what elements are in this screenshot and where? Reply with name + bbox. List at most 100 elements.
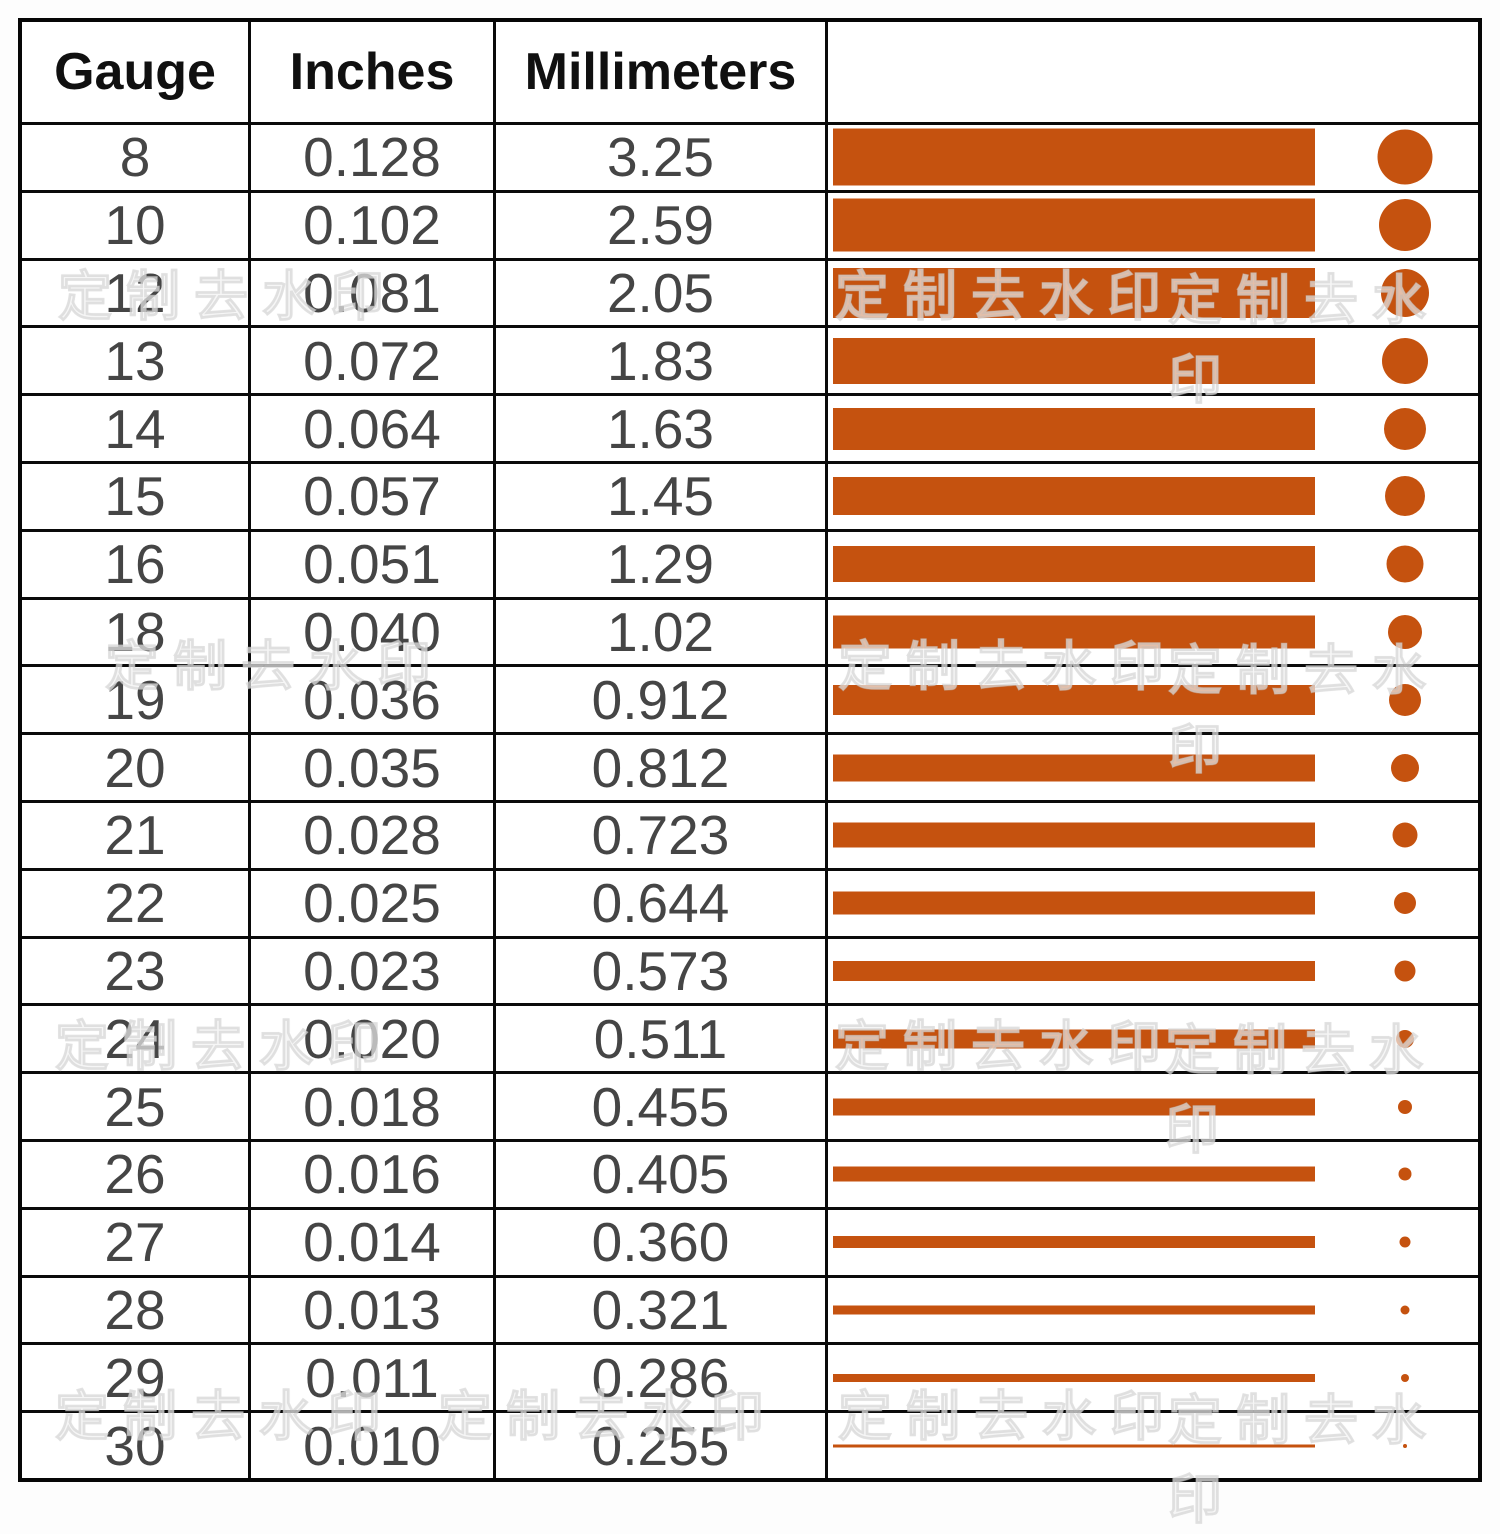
size-visual-cell	[828, 125, 1478, 190]
mm-cell: 1.83	[496, 328, 828, 394]
page: Gauge Inches Millimeters 8 0.128 3.25 10…	[18, 18, 1482, 1531]
inches-cell: 0.064	[251, 396, 496, 461]
inches-cell: 0.020	[251, 1006, 496, 1072]
inches-cell: 0.025	[251, 870, 496, 936]
mm-cell: 0.321	[496, 1277, 828, 1343]
table-body: 8 0.128 3.25 10 0.102 2.59 12 0.081 2.05	[22, 125, 1478, 1478]
inches-cell: 0.072	[251, 328, 496, 394]
table-row: 19 0.036 0.912	[22, 667, 1478, 736]
inches-cell: 0.035	[251, 735, 496, 800]
table-row: 29 0.011 0.286	[22, 1345, 1478, 1414]
mm-cell: 1.63	[496, 396, 828, 461]
inches-cell: 0.013	[251, 1277, 496, 1343]
wire-diameter-dot	[1391, 753, 1419, 782]
gauge-cell: 26	[22, 1141, 251, 1207]
gauge-cell: 10	[22, 192, 251, 258]
table-row: 13 0.072 1.83	[22, 328, 1478, 397]
wire-thickness-bar	[833, 891, 1315, 915]
gauge-cell: 19	[22, 667, 251, 733]
wire-thickness-bar	[833, 1166, 1315, 1182]
size-visual-cell	[828, 1006, 1478, 1071]
gauge-cell: 18	[22, 599, 251, 665]
gauge-cell: 23	[22, 938, 251, 1004]
mm-cell: 0.360	[496, 1209, 828, 1275]
size-visual-cell	[828, 1074, 1478, 1139]
gauge-cell: 22	[22, 870, 251, 936]
wire-thickness-bar	[833, 546, 1315, 583]
mm-cell: 0.511	[496, 1006, 828, 1072]
size-visual-cell	[828, 396, 1478, 461]
wire-thickness-bar	[833, 198, 1315, 252]
wire-thickness-bar	[833, 128, 1315, 186]
wire-thickness-bar	[833, 477, 1315, 516]
table-row: 21 0.028 0.723	[22, 802, 1478, 871]
wire-thickness-bar	[833, 822, 1315, 848]
mm-cell: 0.723	[496, 802, 828, 868]
table-row: 30 0.010 0.255	[22, 1413, 1478, 1478]
wire-thickness-bar	[833, 615, 1315, 649]
table-row: 26 0.016 0.405	[22, 1141, 1478, 1210]
size-visual-cell	[828, 1210, 1478, 1275]
wire-thickness-bar	[833, 267, 1315, 318]
wire-diameter-dot	[1386, 545, 1424, 583]
mm-cell: 0.286	[496, 1345, 828, 1411]
gauge-cell: 15	[22, 463, 251, 529]
size-visual-cell	[828, 532, 1478, 597]
size-visual-cell	[828, 667, 1478, 732]
gauge-cell: 24	[22, 1006, 251, 1072]
table-row: 18 0.040 1.02	[22, 599, 1478, 668]
mm-cell: 0.255	[496, 1413, 828, 1478]
inches-cell: 0.102	[251, 192, 496, 258]
table-row: 27 0.014 0.360	[22, 1209, 1478, 1278]
wire-thickness-bar	[833, 684, 1315, 715]
mm-cell: 0.644	[496, 870, 828, 936]
mm-cell: 0.573	[496, 938, 828, 1004]
wire-diameter-dot	[1385, 476, 1425, 517]
inches-cell: 0.051	[251, 531, 496, 597]
gauge-cell: 28	[22, 1277, 251, 1343]
mm-cell: 0.405	[496, 1141, 828, 1207]
inches-cell: 0.023	[251, 938, 496, 1004]
size-visual-cell	[828, 871, 1478, 936]
wire-diameter-dot	[1401, 1373, 1409, 1382]
gauge-cell: 12	[22, 260, 251, 326]
wire-thickness-bar	[833, 1305, 1315, 1315]
mm-cell: 1.29	[496, 531, 828, 597]
gauge-cell: 16	[22, 531, 251, 597]
mm-cell: 1.02	[496, 599, 828, 665]
wire-diameter-dot	[1396, 1029, 1414, 1048]
size-visual-cell	[828, 1345, 1478, 1410]
table-row: 8 0.128 3.25	[22, 125, 1478, 193]
table-row: 24 0.020 0.511	[22, 1006, 1478, 1075]
mm-cell: 1.45	[496, 463, 828, 529]
mm-cell: 2.59	[496, 192, 828, 258]
inches-cell: 0.028	[251, 802, 496, 868]
inches-cell: 0.057	[251, 463, 496, 529]
size-visual-cell	[828, 193, 1478, 258]
size-visual-cell	[828, 735, 1478, 800]
gauge-cell: 25	[22, 1074, 251, 1139]
size-visual-cell	[828, 1142, 1478, 1207]
gauge-cell: 14	[22, 396, 251, 461]
wire-diameter-dot	[1381, 268, 1429, 317]
mm-cell: 0.455	[496, 1074, 828, 1139]
inches-cell: 0.036	[251, 667, 496, 733]
mm-cell: 0.912	[496, 667, 828, 733]
inches-cell: 0.128	[251, 125, 496, 190]
table-row: 28 0.013 0.321	[22, 1277, 1478, 1346]
table-row: 15 0.057 1.45	[22, 463, 1478, 532]
size-visual-cell	[828, 600, 1478, 665]
inches-cell: 0.014	[251, 1209, 496, 1275]
wire-diameter-dot	[1394, 892, 1416, 915]
column-header-millimeters: Millimeters	[496, 22, 828, 122]
table-row: 23 0.023 0.573	[22, 938, 1478, 1007]
size-visual-cell	[828, 803, 1478, 868]
size-visual-cell	[828, 328, 1478, 393]
size-visual-cell	[828, 464, 1478, 529]
wire-thickness-bar	[833, 960, 1315, 981]
wire-thickness-bar	[833, 1373, 1315, 1382]
column-header-inches: Inches	[251, 22, 496, 122]
wire-diameter-dot	[1377, 129, 1433, 185]
inches-cell: 0.016	[251, 1141, 496, 1207]
mm-cell: 3.25	[496, 125, 828, 190]
